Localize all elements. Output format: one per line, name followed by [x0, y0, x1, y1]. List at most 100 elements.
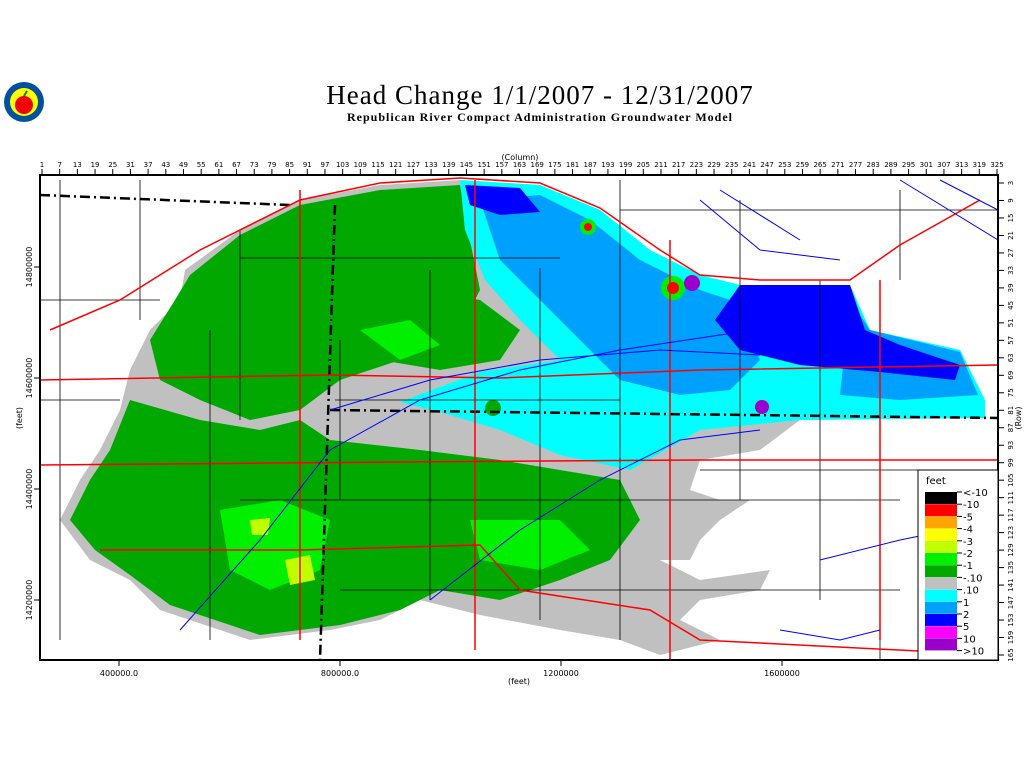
column-tick-label: 199 — [619, 161, 632, 169]
column-tick-label: 31 — [126, 161, 135, 169]
column-tick-label: 271 — [831, 161, 844, 169]
zone-plus2 — [465, 185, 540, 215]
row-tick-label: 51 — [1007, 318, 1015, 327]
legend-label: -4 — [963, 525, 973, 536]
column-tick-label: 97 — [321, 161, 330, 169]
column-tick-label: 319 — [973, 161, 986, 169]
x-tick-label: 400000.0 — [100, 669, 138, 678]
y-axis-label: (feet) — [15, 407, 24, 429]
row-tick-label: 21 — [1007, 231, 1015, 240]
roads — [40, 177, 998, 660]
row-tick-label: 39 — [1007, 283, 1015, 292]
legend-label: -5 — [963, 512, 973, 523]
map-title: Head Change 1/1/2007 - 12/31/2007 — [326, 80, 754, 110]
column-tick-label: 55 — [197, 161, 206, 169]
column-tick-label: 205 — [637, 161, 650, 169]
row-tick-label: 15 — [1007, 214, 1015, 223]
y-tick-label: 14200000 — [25, 580, 34, 621]
row-tick-label: 3 — [1007, 181, 1015, 185]
legend-label: 1 — [963, 598, 969, 609]
column-tick-label: 265 — [813, 161, 826, 169]
well-cluster — [755, 400, 769, 414]
map-subtitle: Republican River Compact Administration … — [346, 110, 733, 124]
column-tick-label: 277 — [849, 161, 862, 169]
column-tick-label: 103 — [336, 161, 349, 169]
legend-label: >10 — [963, 647, 984, 658]
legend-label: -10 — [963, 500, 979, 511]
column-tick-label: 109 — [354, 161, 367, 169]
row-tick-label: 123 — [1007, 526, 1015, 539]
column-tick-label: 181 — [566, 161, 579, 169]
row-tick-label: 93 — [1007, 441, 1015, 450]
column-tick-label: 163 — [513, 161, 526, 169]
column-tick-label: 73 — [250, 161, 259, 169]
x-axis-label: (feet) — [508, 677, 530, 686]
column-tick-label: 301 — [920, 161, 933, 169]
legend-label: -1 — [963, 561, 973, 572]
row-tick-label: 63 — [1007, 353, 1015, 362]
x-tick-label: 800000.0 — [321, 669, 359, 678]
legend-label: 5 — [963, 622, 969, 633]
legend-swatch — [925, 492, 957, 504]
column-tick-label: 313 — [955, 161, 968, 169]
row-tick-label: 153 — [1007, 613, 1015, 626]
row-tick-label: 87 — [1007, 423, 1015, 432]
x-tick-label: 1600000 — [764, 669, 800, 678]
zone-minus1 — [70, 400, 640, 635]
legend-label: -.10 — [963, 573, 983, 584]
column-tick-label: 145 — [460, 161, 473, 169]
row-tick-label: 135 — [1007, 561, 1015, 574]
column-tick-label: 13 — [73, 161, 82, 169]
row-tick-label: 129 — [1007, 543, 1015, 556]
row-tick-label: 69 — [1007, 371, 1015, 380]
column-tick-label: 91 — [303, 161, 312, 169]
legend-swatch — [925, 614, 957, 626]
rivers — [179, 179, 998, 641]
legend-label: .10 — [963, 586, 979, 597]
legend-swatch — [925, 626, 957, 639]
y-tick-label: 14600000 — [25, 358, 34, 399]
row-tick-label: 105 — [1007, 473, 1015, 486]
legend-title: feet — [926, 476, 946, 487]
column-tick-label: 223 — [690, 161, 703, 169]
legend-swatch — [925, 540, 957, 553]
column-tick-label: 187 — [584, 161, 597, 169]
row-tick-label: 57 — [1007, 336, 1015, 345]
row-tick-label: 27 — [1007, 248, 1015, 257]
column-axis: 1 7 13 19 25 31 37 43 49 55 61 67 73 79 85 91 97 103 109 11… — [40, 161, 1004, 175]
well-cluster — [584, 223, 592, 231]
column-tick-label: 37 — [144, 161, 153, 169]
well-cluster — [684, 275, 700, 291]
zone-minus2 — [360, 320, 440, 360]
column-tick-label: 229 — [707, 161, 720, 169]
legend-swatch — [925, 504, 957, 517]
column-tick-label: 79 — [267, 161, 276, 169]
legend-swatch — [925, 577, 957, 590]
column-tick-label: 19 — [91, 161, 100, 169]
column-tick-label: 139 — [442, 161, 455, 169]
row-tick-label: 33 — [1007, 266, 1015, 275]
legend-swatch — [925, 589, 957, 602]
county-boundaries — [40, 180, 998, 660]
column-tick-label: 43 — [161, 161, 170, 169]
legend-label: <-10 — [963, 488, 988, 499]
zone-plus2 — [715, 285, 960, 380]
column-tick-label: 67 — [232, 161, 241, 169]
row-tick-label: 9 — [1007, 198, 1015, 202]
row-axis-label: (Row) — [1014, 407, 1023, 430]
column-tick-label: 133 — [424, 161, 437, 169]
column-tick-label: 49 — [179, 161, 188, 169]
column-tick-label: 61 — [214, 161, 223, 169]
legend-swatch — [925, 553, 957, 565]
column-tick-label: 217 — [672, 161, 685, 169]
column-tick-label: 115 — [371, 161, 384, 169]
column-tick-label: 253 — [778, 161, 791, 169]
column-tick-label: 127 — [407, 161, 420, 169]
legend-swatch — [925, 516, 957, 529]
column-tick-label: 241 — [743, 161, 756, 169]
zone-minus3 — [250, 518, 270, 535]
y-tick-label: 14400000 — [25, 469, 34, 510]
column-tick-label: 85 — [285, 161, 294, 169]
